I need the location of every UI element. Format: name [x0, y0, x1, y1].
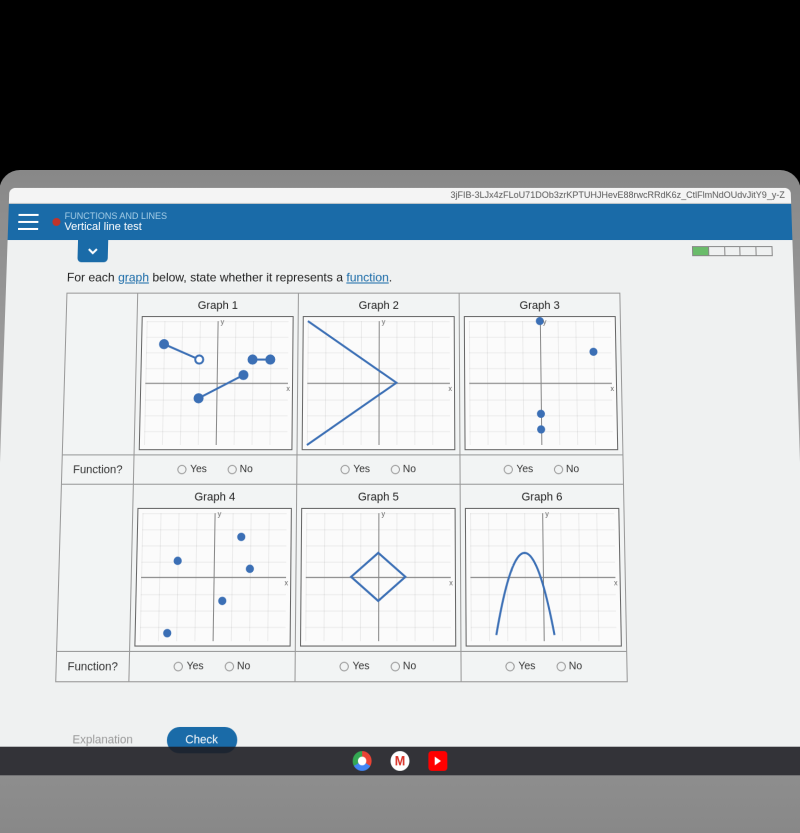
- graph-title: Graph 2: [303, 298, 455, 316]
- laptop-frame: 3jFIB-3LJx4zFLoU71DOb3zrKPTUHJHevE88rwcR…: [0, 170, 800, 833]
- menu-icon[interactable]: [18, 212, 39, 232]
- graph-2: yx: [302, 316, 456, 450]
- function-label: Function?: [61, 455, 134, 484]
- graphs-table: Graph 1 yx Graph 2 yx Graph 3 yx Functio…: [55, 293, 628, 683]
- graph-title: Graph 1: [142, 298, 294, 316]
- graph-title: Graph 4: [137, 489, 292, 508]
- chrome-icon[interactable]: [353, 751, 372, 771]
- gmail-icon[interactable]: M: [391, 751, 410, 771]
- radio-no[interactable]: No: [390, 661, 416, 673]
- header-text: FUNCTIONS AND LINES Vertical line test: [64, 211, 167, 233]
- graph-title: Graph 6: [465, 489, 620, 508]
- url-bar: 3jFIB-3LJx4zFLoU71DOb3zrKPTUHJHevE88rwcR…: [9, 188, 791, 204]
- graph-title: Graph 3: [464, 298, 616, 316]
- radio-yes[interactable]: Yes: [340, 661, 370, 673]
- link-function[interactable]: function: [346, 270, 388, 284]
- screen: 3jFIB-3LJx4zFLoU71DOb3zrKPTUHJHevE88rwcR…: [0, 188, 800, 775]
- taskbar: M: [0, 747, 800, 776]
- radio-no[interactable]: No: [554, 464, 580, 476]
- radio-yes[interactable]: Yes: [341, 464, 370, 476]
- function-label: Function?: [56, 651, 130, 681]
- youtube-icon[interactable]: [428, 751, 447, 771]
- graph-1: yx: [139, 316, 294, 450]
- graph-6: yx: [465, 508, 622, 647]
- graph-3: yx: [464, 316, 618, 450]
- question-prompt: For each graph below, state whether it r…: [67, 270, 392, 284]
- graph-4: yx: [134, 508, 292, 647]
- radio-no[interactable]: No: [224, 661, 250, 673]
- radio-no[interactable]: No: [391, 464, 416, 476]
- content-area: For each graph below, state whether it r…: [0, 240, 800, 775]
- status-dot: [52, 218, 60, 226]
- progress-bar: [692, 246, 773, 256]
- radio-yes[interactable]: Yes: [174, 661, 204, 673]
- app-header: FUNCTIONS AND LINES Vertical line test: [8, 204, 793, 240]
- radio-no[interactable]: No: [556, 661, 582, 673]
- radio-no[interactable]: No: [227, 464, 253, 476]
- page-title: Vertical line test: [64, 221, 167, 233]
- collapse-toggle[interactable]: [77, 240, 108, 262]
- radio-yes[interactable]: Yes: [504, 464, 533, 476]
- black-border-top: [0, 0, 800, 170]
- category-label: FUNCTIONS AND LINES: [65, 211, 168, 221]
- radio-yes[interactable]: Yes: [178, 464, 207, 476]
- graph-title: Graph 5: [301, 489, 455, 508]
- graph-5: yx: [300, 508, 456, 647]
- radio-yes[interactable]: Yes: [506, 661, 536, 673]
- link-graph[interactable]: graph: [118, 270, 149, 284]
